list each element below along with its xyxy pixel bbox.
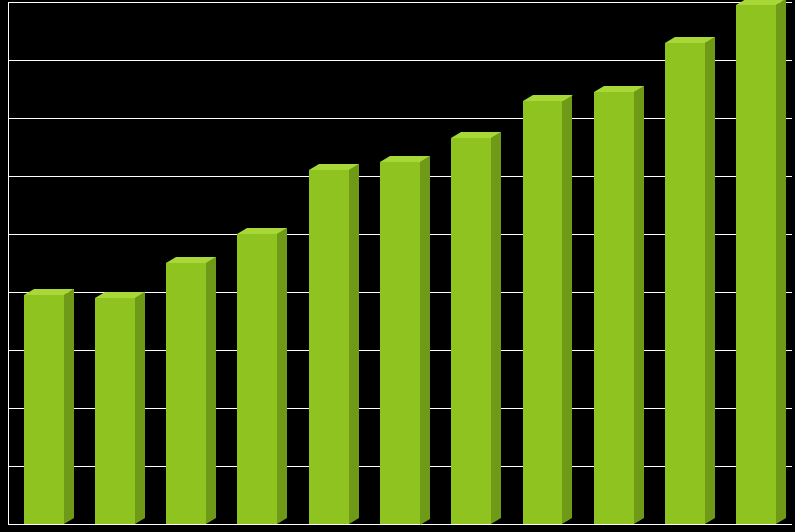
bar-front [451,138,491,524]
bar [95,292,145,524]
bar-front [736,5,776,524]
bar-side [776,0,786,524]
bar-side [349,164,359,524]
bar [24,289,74,524]
gridline [8,2,792,3]
bar-front [665,43,705,524]
bar [237,228,287,524]
bar [309,164,359,524]
bar [594,86,644,524]
plot-area [8,2,792,524]
bar [380,156,430,525]
gridline [8,524,792,525]
bar-side [277,228,287,524]
bar [451,132,501,524]
bar-side [64,289,74,524]
chart-stage [0,0,795,532]
bar-front [594,92,634,524]
bar-side [705,37,715,524]
bar-front [95,298,135,524]
bar [166,257,216,524]
y-axis-line [8,2,9,524]
bar-side [420,156,430,525]
bar-front [380,162,420,525]
bar-side [206,257,216,524]
bar-front [166,263,206,524]
bar [523,95,573,524]
bar-side [634,86,644,524]
bar-front [309,170,349,524]
bar-front [523,101,563,524]
bar-side [491,132,501,524]
bar [736,0,786,524]
bar-front [24,295,64,524]
bar-side [562,95,572,524]
bar [665,37,715,524]
bar-front [237,234,277,524]
bar-side [135,292,145,524]
